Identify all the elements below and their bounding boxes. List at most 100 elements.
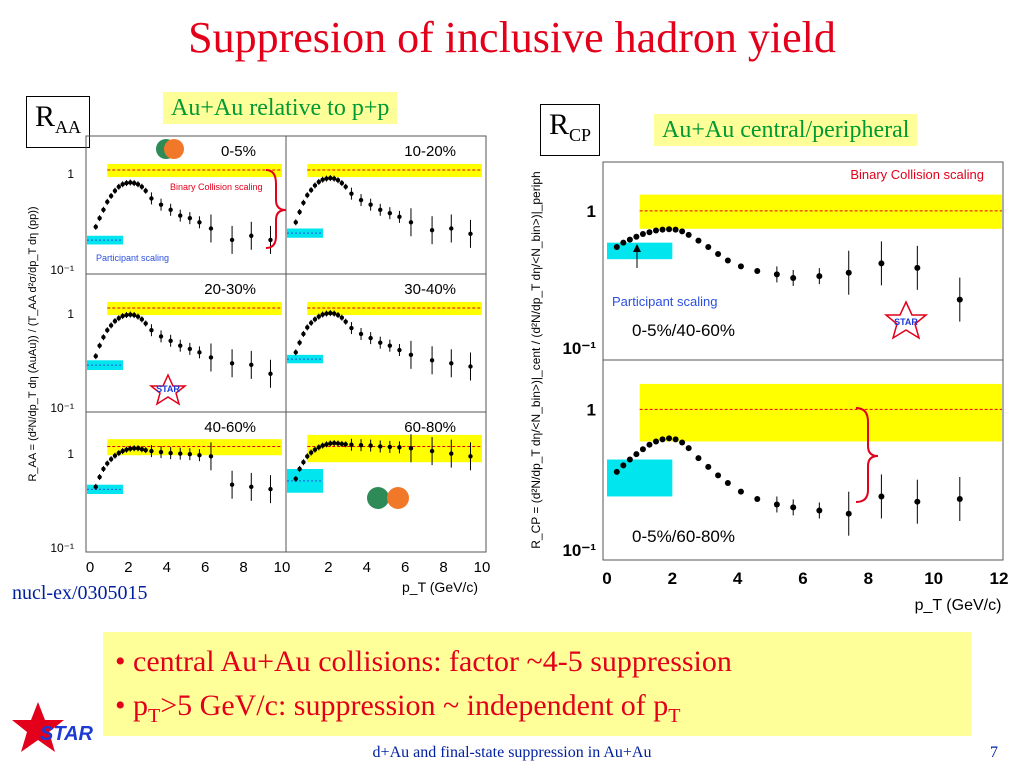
y-tick-label: 10⁻¹ [50,401,74,415]
data-point [449,451,454,456]
bullet-2-mid: >5 GeV/c: suppression ~ independent of p [160,689,669,722]
data-point [626,236,633,243]
raa-label: Au+Au relative to p+p [163,92,398,124]
raa-box-main: R [35,100,56,133]
data-point [131,180,137,186]
data-point [331,440,337,446]
data-point [679,228,686,235]
panel-label: 60-80% [404,419,456,436]
data-point [468,231,473,237]
y-tick-label: 10⁻¹ [50,263,74,277]
data-point [358,331,364,337]
data-point [324,442,329,447]
data-point [620,462,627,469]
data-point [135,446,141,451]
data-point [324,311,329,316]
data-point [773,271,780,278]
data-point [328,441,333,446]
data-point [335,312,341,318]
data-point [914,264,921,271]
data-point [312,317,318,322]
data-point [249,233,254,238]
data-point [116,184,122,189]
data-point [633,233,640,240]
data-point [297,209,302,215]
rcp-box: RCP [540,104,601,156]
nucleus-icon [164,139,184,159]
data-point [268,237,273,243]
data-point [139,446,145,452]
data-point [305,192,310,198]
data-point [268,371,273,376]
data-point [659,436,666,443]
data-point [128,446,133,451]
data-point [97,215,102,221]
y-tick-label: 1 [67,307,74,321]
data-point [956,296,963,303]
data-point [620,239,627,246]
data-point [178,343,183,348]
data-point [754,496,761,503]
data-point [320,312,325,317]
data-point [293,350,298,355]
bullet-2-sub2: T [668,705,681,727]
data-point [128,312,133,317]
data-point [378,444,383,449]
data-point [845,269,852,276]
data-point [108,323,114,328]
data-point [131,312,137,318]
data-point [316,179,321,185]
data-point [705,463,712,470]
data-point [312,183,318,188]
raa-panel: 30-40% [287,281,482,381]
data-point [101,335,106,340]
panel-label: 40-60% [204,419,256,436]
data-point [449,226,454,231]
data-point [773,501,780,508]
x-tick-label: 8 [239,559,247,576]
data-point [105,327,110,333]
data-point [387,444,393,450]
data-point [197,220,202,225]
data-point [816,507,823,514]
panel-label: 20-30% [204,281,256,298]
x-tick-label: 4 [163,559,171,576]
data-point [124,312,129,318]
nucleus-icon [387,487,409,509]
data-point [672,226,679,233]
data-point [387,343,393,348]
data-point [878,260,885,267]
data-point [229,237,235,243]
data-point [646,229,653,236]
data-point [790,274,797,281]
data-point [143,188,148,193]
binary-annotation: Binary Collision scaling [850,167,984,182]
binary-band [639,194,1002,229]
data-point [158,449,164,455]
data-point [105,461,110,466]
y-tick-label: 10⁻¹ [562,339,596,358]
data-point [124,447,129,452]
data-point [633,451,640,458]
star-icon [883,300,929,340]
x-tick-label: 6 [201,559,209,576]
data-point [320,177,325,182]
data-point [695,237,702,244]
star-logo-icon [12,702,64,752]
data-point [168,207,173,212]
raa-box-sub: AA [55,117,82,137]
raa-box: RAA [26,96,91,148]
data-point [158,334,164,339]
x-tick-label: 4 [733,569,743,588]
data-point [408,446,414,451]
data-point [715,250,722,257]
raa-chart: 0-5% 10-20% 20-30% 30-40% 40-60% 60-80% 1 10⁻¹ 1… [27,135,490,595]
data-point [178,213,183,218]
rcp-panel: 0-5%/40-60% 1 [587,194,1002,340]
y-axis-label: R_AA = (d²N/dp_T dη (AuAu)) / (T_AA d²σ/… [27,206,39,481]
x-tick-label: 0 [602,569,611,588]
x-axis-label: p_T (GeV/c) [402,579,478,595]
data-point [97,474,102,480]
y-tick-label: 1 [67,167,74,181]
data-point [208,355,214,360]
